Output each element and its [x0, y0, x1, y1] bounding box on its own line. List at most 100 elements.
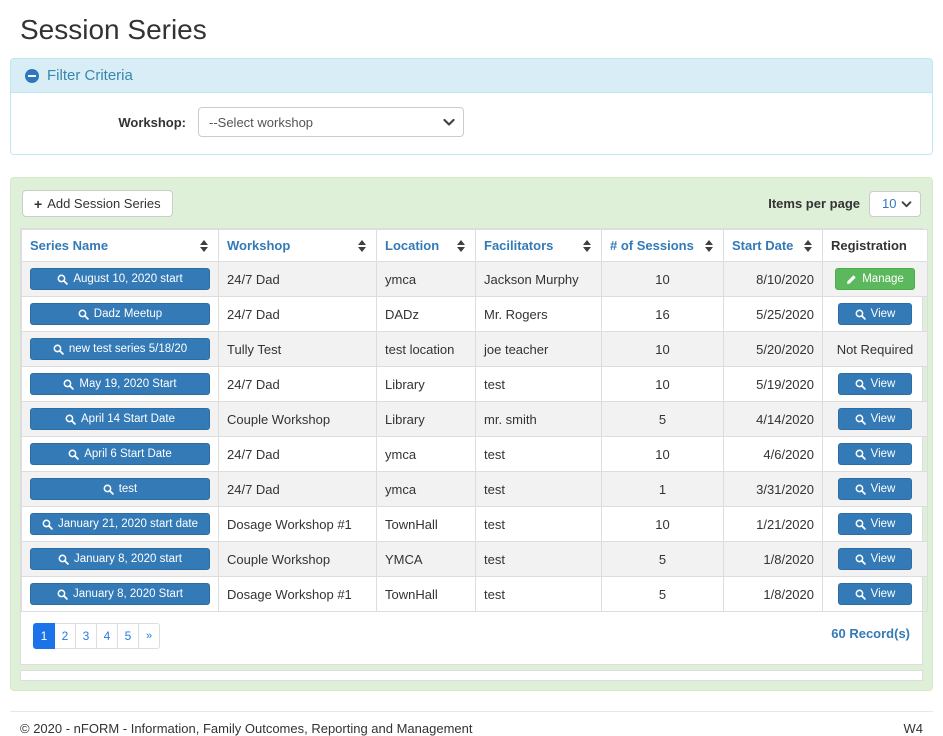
column-header-sessions[interactable]: # of Sessions	[601, 229, 724, 262]
series-name-cell: test	[21, 471, 219, 507]
sort-icon[interactable]	[804, 239, 814, 252]
column-header-location[interactable]: Location	[376, 229, 476, 262]
sort-icon[interactable]	[583, 239, 593, 252]
location-cell: ymca	[376, 261, 476, 297]
registration-status-text: Not Required	[836, 341, 914, 357]
series-name-label: new test series 5/18/20	[68, 343, 188, 355]
column-header-registration: Registration	[822, 229, 928, 262]
column-header-start-date[interactable]: Start Date	[723, 229, 823, 262]
search-icon	[855, 484, 866, 495]
sort-icon[interactable]	[200, 239, 210, 252]
items-per-page-select[interactable]: 10	[869, 190, 921, 217]
collapse-minus-icon[interactable]	[25, 68, 39, 83]
view-registration-button[interactable]: View	[837, 443, 913, 465]
series-open-button[interactable]: new test series 5/18/20	[30, 338, 210, 360]
search-icon	[855, 379, 866, 390]
view-registration-button[interactable]: View	[837, 478, 913, 500]
site-footer: © 2020 - nFORM - Information, Family Out…	[10, 711, 933, 736]
series-name-cell: January 8, 2020 Start	[21, 576, 219, 612]
series-open-button[interactable]: April 14 Start Date	[30, 408, 210, 430]
view-registration-button[interactable]: View	[837, 373, 913, 395]
series-open-button[interactable]: January 8, 2020 Start	[30, 583, 210, 605]
copyright-text: © 2020 - nFORM - Information, Family Out…	[20, 721, 473, 736]
page-button-1[interactable]: 1	[33, 623, 55, 649]
location-cell: Library	[376, 401, 476, 437]
column-label: Workshop	[227, 238, 291, 253]
table-row: May 19, 2020 Start 24/7 Dad Library test…	[21, 366, 928, 402]
facilitators-cell: test	[475, 436, 602, 472]
column-header-workshop[interactable]: Workshop	[218, 229, 377, 262]
sessions-cell: 10	[601, 506, 724, 542]
search-icon	[855, 449, 866, 460]
table-row: April 6 Start Date 24/7 Dad ymca test 10…	[21, 436, 928, 472]
registration-label: Manage	[862, 273, 904, 285]
page-button-2[interactable]: 2	[54, 623, 76, 649]
series-open-button[interactable]: January 21, 2020 start date	[30, 513, 210, 535]
page-button-3[interactable]: 3	[75, 623, 97, 649]
table-row: January 21, 2020 start date Dosage Works…	[21, 506, 928, 542]
series-open-button[interactable]: test	[30, 478, 210, 500]
registration-cell: View	[822, 436, 928, 472]
series-open-button[interactable]: May 19, 2020 Start	[30, 373, 210, 395]
facilitators-cell: test	[475, 576, 602, 612]
page-title: Session Series	[20, 14, 207, 45]
start-date-cell: 8/10/2020	[723, 261, 823, 297]
column-header-series-name[interactable]: Series Name	[21, 229, 219, 262]
record-count: 60 Record(s)	[831, 626, 910, 641]
location-cell: Library	[376, 366, 476, 402]
series-open-button[interactable]: Dadz Meetup	[30, 303, 210, 325]
workshop-cell: Dosage Workshop #1	[218, 576, 377, 612]
facilitators-cell: test	[475, 506, 602, 542]
workshop-cell: 24/7 Dad	[218, 471, 377, 507]
view-registration-button[interactable]: View	[837, 583, 913, 605]
facilitators-cell: Jackson Murphy	[475, 261, 602, 297]
series-open-button[interactable]: April 6 Start Date	[30, 443, 210, 465]
start-date-cell: 3/31/2020	[723, 471, 823, 507]
location-cell: test location	[376, 331, 476, 367]
filter-criteria-title: Filter Criteria	[47, 67, 133, 84]
series-name-label: April 14 Start Date	[81, 413, 175, 425]
view-registration-button[interactable]: View	[837, 513, 913, 535]
table-row: August 10, 2020 start 24/7 Dad ymca Jack…	[21, 261, 928, 297]
pagination: 1 2 3 4 5 »	[33, 623, 160, 649]
column-label: Location	[385, 238, 440, 253]
search-icon	[58, 554, 69, 565]
next-page-button[interactable]: »	[138, 623, 160, 649]
view-registration-button[interactable]: View	[837, 548, 913, 570]
series-open-button[interactable]: January 8, 2020 start	[30, 548, 210, 570]
filter-criteria-header[interactable]: Filter Criteria	[11, 59, 932, 93]
series-name-label: April 6 Start Date	[84, 448, 172, 460]
workshop-select[interactable]: --Select workshop	[198, 107, 464, 137]
table-row: January 8, 2020 start Couple Workshop YM…	[21, 541, 928, 577]
start-date-cell: 4/6/2020	[723, 436, 823, 472]
facilitators-cell: test	[475, 471, 602, 507]
search-icon	[103, 484, 114, 495]
view-registration-button[interactable]: View	[837, 303, 913, 325]
add-session-series-button[interactable]: + Add Session Series	[22, 190, 173, 217]
view-registration-button[interactable]: View	[837, 408, 913, 430]
registration-cell: View	[822, 296, 928, 332]
pagination-row: 1 2 3 4 5 » 60 Record(s)	[21, 612, 922, 664]
page-button-4[interactable]: 4	[96, 623, 118, 649]
series-name-label: May 19, 2020 Start	[79, 378, 177, 390]
column-label: Registration	[831, 238, 907, 253]
search-icon	[855, 414, 866, 425]
facilitators-cell: test	[475, 541, 602, 577]
facilitators-cell: joe teacher	[475, 331, 602, 367]
workshop-cell: 24/7 Dad	[218, 366, 377, 402]
sort-icon[interactable]	[358, 239, 368, 252]
manage-registration-button[interactable]: Manage	[835, 268, 915, 290]
filter-criteria-body: Workshop: --Select workshop	[11, 93, 932, 154]
column-header-facilitators[interactable]: Facilitators	[475, 229, 602, 262]
column-label: Facilitators	[484, 238, 554, 253]
search-icon	[68, 449, 79, 460]
sort-icon[interactable]	[705, 239, 715, 252]
search-icon	[63, 379, 75, 390]
workshop-label: Workshop:	[118, 114, 186, 130]
location-cell: DADz	[376, 296, 476, 332]
location-cell: YMCA	[376, 541, 476, 577]
panel-footer-strip	[20, 670, 923, 681]
sort-icon[interactable]	[457, 239, 467, 252]
series-open-button[interactable]: August 10, 2020 start	[30, 268, 210, 290]
page-button-5[interactable]: 5	[117, 623, 139, 649]
